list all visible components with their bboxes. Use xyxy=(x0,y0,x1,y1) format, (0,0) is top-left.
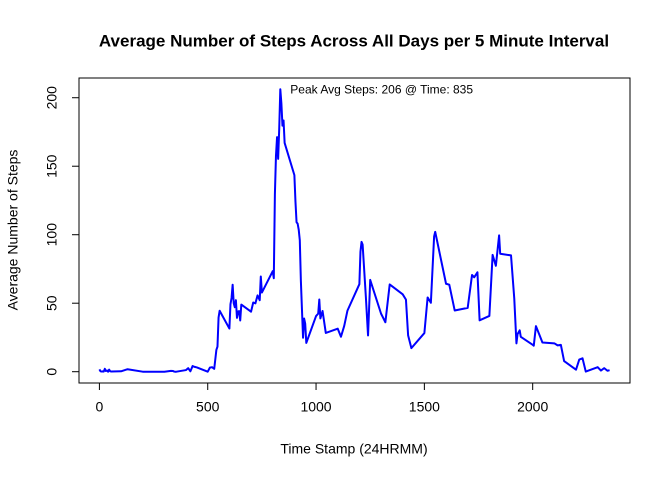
chart-title: Average Number of Steps Across All Days … xyxy=(99,31,609,50)
x-tick-label: 2000 xyxy=(517,399,548,415)
y-axis-label: Average Number of Steps xyxy=(5,150,21,311)
y-tick-label: 0 xyxy=(44,368,60,376)
plot-box xyxy=(78,77,631,384)
y-tick-label: 50 xyxy=(44,295,60,311)
annotation: Peak Avg Steps: 206 @ Time: 835 xyxy=(290,82,473,96)
x-tick-label: 1500 xyxy=(409,399,440,415)
x-axis-label: Time Stamp (24HRMM) xyxy=(280,441,427,457)
x-tick-label: 1000 xyxy=(300,399,331,415)
x-tick-label: 0 xyxy=(96,399,104,415)
y-tick-label: 150 xyxy=(44,154,60,178)
x-tick-label: 500 xyxy=(196,399,220,415)
data-line xyxy=(98,88,610,373)
y-tick-label: 100 xyxy=(44,223,60,247)
y-tick-label: 200 xyxy=(44,86,60,110)
